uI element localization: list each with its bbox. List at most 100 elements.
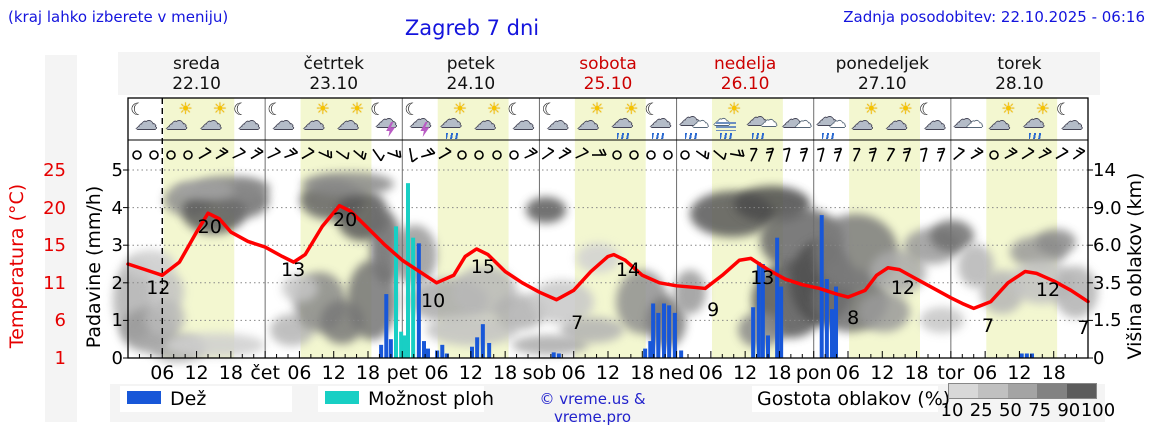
temperature-label: 12 <box>146 277 171 300</box>
wind-barb-icon <box>230 146 248 164</box>
moon-icon: ☾ <box>1055 100 1072 120</box>
time-tick-18: 18 <box>630 362 655 384</box>
temperature-label: 20 <box>333 209 358 231</box>
precip-tick-label: 0 <box>111 348 123 369</box>
temp-tick-label: 15 <box>43 235 66 257</box>
last-update-timestamp: Zadnja posodobitev: 22.10.2025 - 06:16 <box>843 8 1145 26</box>
wind-barb-icon <box>968 146 986 164</box>
rain-bar <box>751 307 756 358</box>
weather-icon-night-cloud: ☾ ☁ <box>128 100 162 142</box>
wind-barb-icon <box>796 146 814 164</box>
rain-bar <box>475 337 480 358</box>
shower-bar <box>406 183 410 358</box>
time-tick-06: 06 <box>835 362 861 384</box>
cloud-density-blob <box>302 172 394 196</box>
moon-icon: ☾ <box>644 100 660 120</box>
wind-calm-icon <box>145 146 163 164</box>
day-header-petek: petek 24.10 <box>411 54 531 94</box>
cloud-height-tick-label: 6.0 <box>1093 235 1122 257</box>
wind-barb-icon <box>916 146 934 164</box>
rain-bar <box>648 341 653 358</box>
wind-barb-icon <box>402 146 420 164</box>
wind-barb-icon <box>573 146 591 164</box>
lightning-icon <box>420 122 430 137</box>
wind-barb-icon <box>213 146 231 164</box>
menu-hint: (kraj lahko izberete v meniju) <box>8 8 229 26</box>
rain-bar <box>775 237 780 358</box>
time-tick-18: 18 <box>355 362 381 384</box>
sun-icon: ☀ <box>624 99 639 118</box>
cloud-density-blob <box>958 244 994 288</box>
wind-barb-icon <box>385 146 403 164</box>
time-tick-06: 06 <box>150 362 175 384</box>
wind-barb-icon <box>1070 146 1088 164</box>
density-scale-segment <box>949 384 979 398</box>
weather-icon-sun-cloud: ☀ ☁ <box>334 100 368 142</box>
temp-tick-label: 11 <box>43 272 66 294</box>
cloud-icon: ☁ <box>794 112 812 132</box>
wind-barb-icon <box>745 146 763 164</box>
wind-barb-icon <box>248 146 266 164</box>
weather-icon-night-cloud: ☾ ☁ <box>505 100 539 142</box>
cloud-density-blob <box>145 300 185 336</box>
wind-barb-icon <box>522 146 540 164</box>
day-date: 22.10 <box>172 74 221 94</box>
density-tick-label: 75 <box>1028 400 1052 421</box>
time-tick-18: 18 <box>218 362 243 384</box>
cloud-icon: ☁ <box>885 110 908 135</box>
weather-icon-shower: ☁ ☁ <box>814 100 848 142</box>
rain-bar <box>672 312 677 358</box>
temperature-label: 20 <box>197 216 222 239</box>
sun-icon: ☀ <box>864 99 879 118</box>
temperature-label: 8 <box>847 307 860 330</box>
cloud-density-blob <box>930 220 974 252</box>
wind-calm-icon <box>608 146 626 164</box>
rain-bar <box>830 309 834 358</box>
weather-icon-sun-cloud: ☀ ☁ <box>162 100 196 142</box>
cloud-icon: ☁ <box>746 106 769 131</box>
rain-bar <box>379 344 384 358</box>
rain-bar <box>416 243 421 358</box>
density-tick-label: 10 <box>940 400 964 421</box>
rain-bar <box>422 341 426 358</box>
rain-bar <box>679 350 684 358</box>
day-date: 23.10 <box>309 74 359 94</box>
credit-link[interactable]: © vreme.us & vreme.pro <box>539 390 646 426</box>
rain-bar <box>834 286 838 358</box>
wind-calm-icon <box>676 146 694 164</box>
cloud-density-blob <box>674 270 706 314</box>
time-tick-18: 18 <box>904 362 929 384</box>
rain-drops-icon <box>1028 133 1043 139</box>
day-name: torek <box>997 54 1042 74</box>
rain-drops-icon <box>821 133 836 139</box>
rain-bar <box>487 342 492 358</box>
weather-icon-sun-fog: ☀ ☁ <box>711 100 745 142</box>
rain-drops-icon <box>720 133 734 139</box>
weather-icon-cloud: ☁ ☁ <box>780 100 814 142</box>
rain-bar <box>667 305 672 358</box>
day-name: sreda <box>172 54 221 74</box>
time-tick-06: 06 <box>287 362 312 384</box>
weather-icon-sun-shower: ☀ ☁ <box>608 100 642 142</box>
sun-icon: ☀ <box>349 99 365 118</box>
cloud-icon: ☁ <box>302 110 325 135</box>
temperature-label: 13 <box>281 259 306 282</box>
cloud-density-blob <box>175 180 235 200</box>
rain-drops-icon <box>752 133 767 139</box>
cloud-icon: ☁ <box>272 110 295 135</box>
rain-bar <box>651 303 656 358</box>
temp-axis-band <box>45 55 77 422</box>
wind-calm-icon <box>453 146 471 164</box>
wind-barb-icon <box>899 146 917 164</box>
rain-bar <box>1019 353 1024 358</box>
weather-icon-sun-cloud: ☀ ☁ <box>471 100 505 142</box>
density-legend-bg <box>752 386 938 412</box>
time-tick-12: 12 <box>184 362 209 384</box>
time-tick-12: 12 <box>321 362 346 384</box>
cloud-density-blob <box>282 274 318 302</box>
weather-icon-night-cloud: ☾ ☁ <box>540 100 574 142</box>
day-header-torek: torek 28.10 <box>959 54 1079 94</box>
sun-icon: ☀ <box>178 99 193 118</box>
temperature-label: 7 <box>571 312 584 335</box>
temp-tick-label: 20 <box>43 197 66 219</box>
